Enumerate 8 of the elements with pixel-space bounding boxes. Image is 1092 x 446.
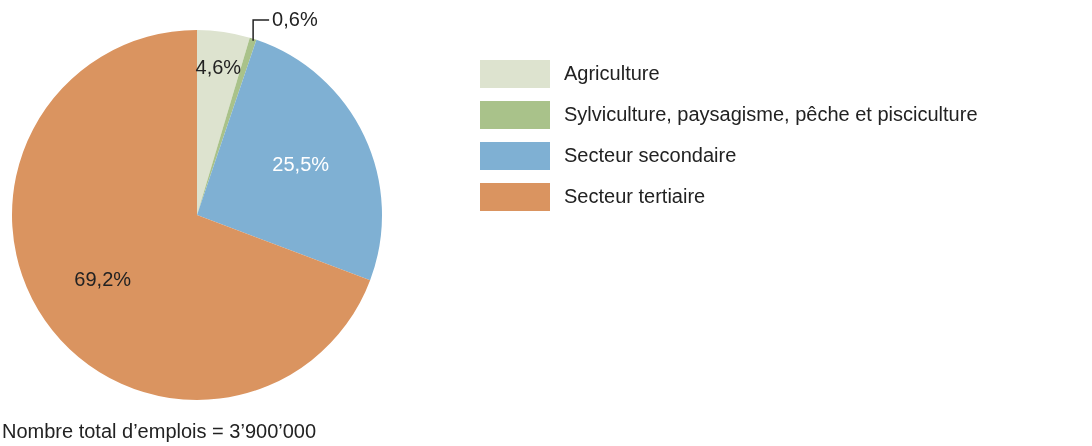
legend-label: Secteur secondaire [564, 144, 737, 167]
data-label: 25,5% [272, 153, 330, 176]
data-label: 69,2% [74, 267, 132, 290]
legend-label: Agriculture [564, 62, 660, 85]
text: Nombre total d’emplois = 3’900’000 [2, 420, 317, 443]
legend-label: Secteur tertiaire [564, 185, 706, 208]
data-label: 0,6% [272, 7, 318, 30]
legend-label: Sylviculture, paysagisme, pêche et pisciculture [564, 103, 978, 126]
